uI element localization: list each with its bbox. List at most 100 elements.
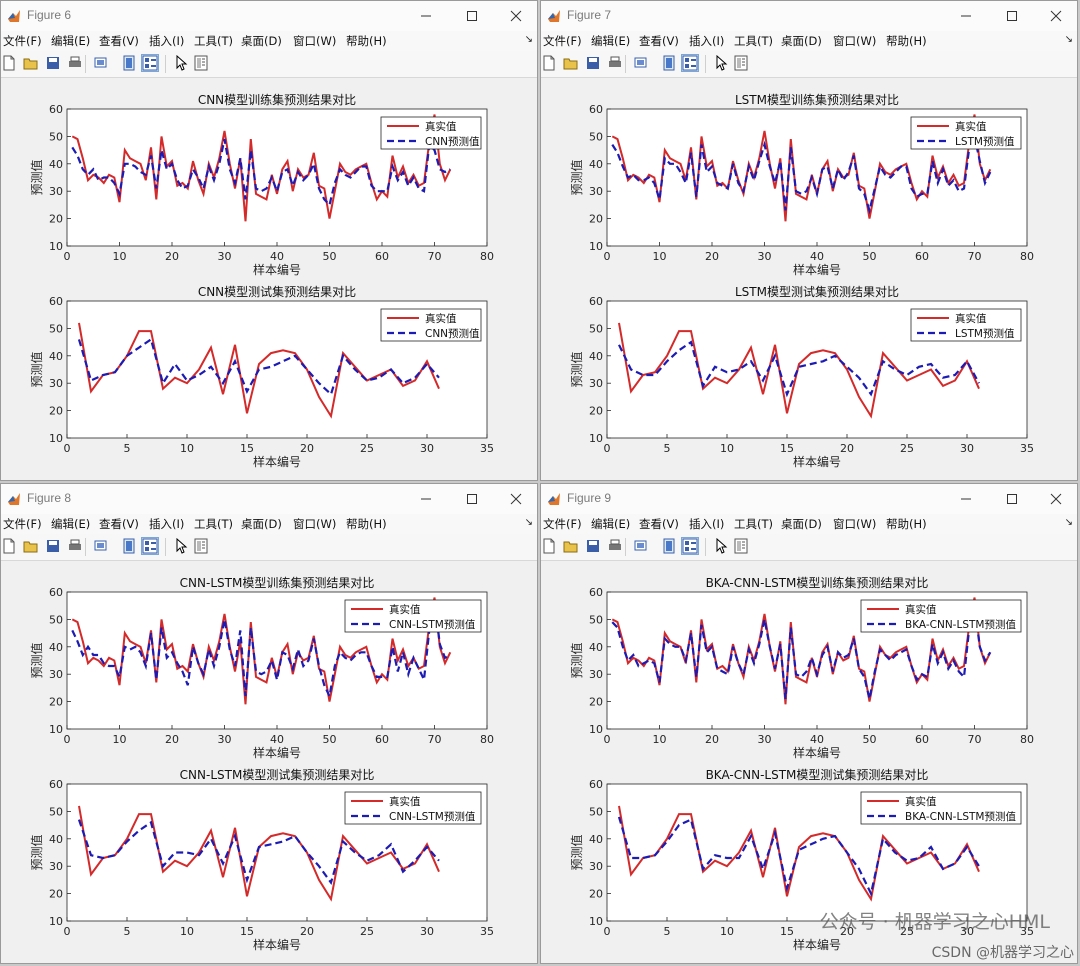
pointer-icon[interactable]: [713, 54, 729, 71]
menu-item[interactable]: 查看(V): [639, 517, 679, 531]
menu-item[interactable]: 帮助(H): [346, 34, 387, 48]
menu-item[interactable]: 桌面(D): [241, 34, 282, 48]
menu-item[interactable]: 窗口(W): [833, 34, 877, 48]
close-button[interactable]: [1041, 488, 1071, 510]
open-file-icon[interactable]: [563, 55, 579, 71]
menu-item[interactable]: 窗口(W): [293, 517, 337, 531]
figure-window[interactable]: Figure 7 文件(F) 编辑(E) 查看(V) 插入(I) 工具(T) 桌面(D) 窗口…: [540, 0, 1078, 481]
print-preview-icon[interactable]: [93, 538, 109, 554]
legend[interactable]: 真实值 LSTM预测值: [910, 116, 1022, 150]
print-icon[interactable]: [607, 55, 623, 71]
menu-item[interactable]: 编辑(E): [591, 517, 631, 531]
print-preview-icon[interactable]: [93, 55, 109, 71]
pointer-icon[interactable]: [713, 537, 729, 554]
title-bar[interactable]: Figure 6: [1, 1, 537, 31]
open-file-icon[interactable]: [563, 538, 579, 554]
menu-item[interactable]: 工具(T): [194, 34, 233, 48]
menu-item[interactable]: 编辑(E): [51, 34, 91, 48]
print-icon[interactable]: [67, 55, 83, 71]
menu-item[interactable]: 文件(F): [3, 517, 42, 531]
print-icon[interactable]: [607, 538, 623, 554]
property-editor-icon[interactable]: [681, 537, 699, 555]
save-icon[interactable]: [45, 538, 61, 554]
minimize-button[interactable]: [951, 488, 981, 510]
title-bar[interactable]: Figure 8: [1, 484, 537, 514]
maximize-button[interactable]: [457, 488, 487, 510]
pointer-icon[interactable]: [173, 54, 189, 71]
property-editor-icon[interactable]: [141, 54, 159, 72]
save-icon[interactable]: [585, 538, 601, 554]
menu-item[interactable]: 编辑(E): [591, 34, 631, 48]
menu-item[interactable]: 桌面(D): [241, 517, 282, 531]
legend[interactable]: 真实值 CNN-LSTM预测值: [344, 599, 482, 633]
menu-item[interactable]: 窗口(W): [833, 517, 877, 531]
dock-icon[interactable]: [661, 55, 677, 71]
title-bar[interactable]: Figure 7: [541, 1, 1077, 31]
maximize-button[interactable]: [997, 5, 1027, 27]
open-file-icon[interactable]: [23, 55, 39, 71]
figure-window[interactable]: Figure 6 文件(F) 编辑(E) 查看(V) 插入(I) 工具(T) 桌面(D) 窗口…: [0, 0, 538, 481]
menu-item[interactable]: 帮助(H): [886, 34, 927, 48]
menu-item[interactable]: 帮助(H): [346, 517, 387, 531]
save-icon[interactable]: [585, 55, 601, 71]
menu-item[interactable]: 插入(I): [149, 517, 185, 531]
print-preview-icon[interactable]: [633, 55, 649, 71]
legend[interactable]: 真实值 CNN预测值: [380, 116, 482, 150]
minimize-button[interactable]: [411, 5, 441, 27]
menu-item[interactable]: 插入(I): [689, 517, 725, 531]
menu-item[interactable]: 编辑(E): [51, 517, 91, 531]
print-preview-icon[interactable]: [633, 538, 649, 554]
save-icon[interactable]: [45, 55, 61, 71]
axes[interactable]: 10 20 30 40 50 60 0 5 10 15 20 25 30 35 CNN模型测试集预测结果对比…: [29, 284, 494, 469]
axes[interactable]: 10 20 30 40 50 60 0 5 10 15 20 25 30 35 LSTM模型测试集预测结果对…: [569, 284, 1034, 469]
menu-item[interactable]: 查看(V): [99, 517, 139, 531]
close-button[interactable]: [501, 5, 531, 27]
minimize-button[interactable]: [411, 488, 441, 510]
menu-item[interactable]: 工具(T): [194, 517, 233, 531]
minimize-button[interactable]: [951, 5, 981, 27]
new-figure-icon[interactable]: [1, 55, 17, 71]
figure-canvas[interactable]: 10 20 30 40 50 60 0 10 20 30 40 50 60 70 80 CNN-LSTM模型训…: [1, 562, 537, 963]
maximize-button[interactable]: [997, 488, 1027, 510]
menu-item[interactable]: 工具(T): [734, 34, 773, 48]
property-editor-icon[interactable]: [681, 54, 699, 72]
new-figure-icon[interactable]: [541, 538, 557, 554]
figure-canvas[interactable]: 10 20 30 40 50 60 0 10 20 30 40 50 60 70 80 BKA-CNN-LST…: [541, 562, 1077, 963]
legend[interactable]: 真实值 CNN-LSTM预测值: [344, 791, 482, 825]
menu-item[interactable]: 帮助(H): [886, 517, 927, 531]
menu-item[interactable]: 文件(F): [543, 517, 582, 531]
menu-item[interactable]: 桌面(D): [781, 34, 822, 48]
legend[interactable]: 真实值 BKA-CNN-LSTM预测值: [860, 599, 1022, 633]
axes[interactable]: 10 20 30 40 50 60 0 5 10 15 20 25 30 35 BKA-CNN-LSTM模型…: [569, 767, 1034, 952]
open-file-icon[interactable]: [23, 538, 39, 554]
figure-window[interactable]: Figure 8 文件(F) 编辑(E) 查看(V) 插入(I) 工具(T) 桌面(D) 窗口…: [0, 483, 538, 964]
new-figure-icon[interactable]: [1, 538, 17, 554]
menu-overflow-icon[interactable]: ↘: [1064, 34, 1073, 45]
menu-item[interactable]: 文件(F): [3, 34, 42, 48]
property-editor-icon[interactable]: [141, 537, 159, 555]
print-icon[interactable]: [67, 538, 83, 554]
axes[interactable]: 10 20 30 40 50 60 0 5 10 15 20 25 30 35 CNN-LSTM模型测试集预…: [29, 767, 494, 952]
figure-window[interactable]: Figure 9 文件(F) 编辑(E) 查看(V) 插入(I) 工具(T) 桌面(D) 窗口…: [540, 483, 1078, 964]
menu-overflow-icon[interactable]: ↘: [1064, 517, 1073, 528]
menu-item[interactable]: 插入(I): [149, 34, 185, 48]
menu-overflow-icon[interactable]: ↘: [524, 517, 533, 528]
maximize-button[interactable]: [457, 5, 487, 27]
dock-icon[interactable]: [121, 55, 137, 71]
menu-overflow-icon[interactable]: ↘: [524, 34, 533, 45]
plot-tools-icon[interactable]: [193, 538, 209, 554]
close-button[interactable]: [501, 488, 531, 510]
close-button[interactable]: [1041, 5, 1071, 27]
figure-canvas[interactable]: 10 20 30 40 50 60 0 10 20 30 40 50 60 70 80 LSTM模型训练集预测…: [541, 79, 1077, 480]
plot-tools-icon[interactable]: [193, 55, 209, 71]
menu-item[interactable]: 文件(F): [543, 34, 582, 48]
menu-item[interactable]: 插入(I): [689, 34, 725, 48]
new-figure-icon[interactable]: [541, 55, 557, 71]
dock-icon[interactable]: [121, 538, 137, 554]
menu-item[interactable]: 桌面(D): [781, 517, 822, 531]
legend[interactable]: 真实值 CNN预测值: [380, 308, 482, 342]
menu-item[interactable]: 工具(T): [734, 517, 773, 531]
menu-item[interactable]: 查看(V): [99, 34, 139, 48]
